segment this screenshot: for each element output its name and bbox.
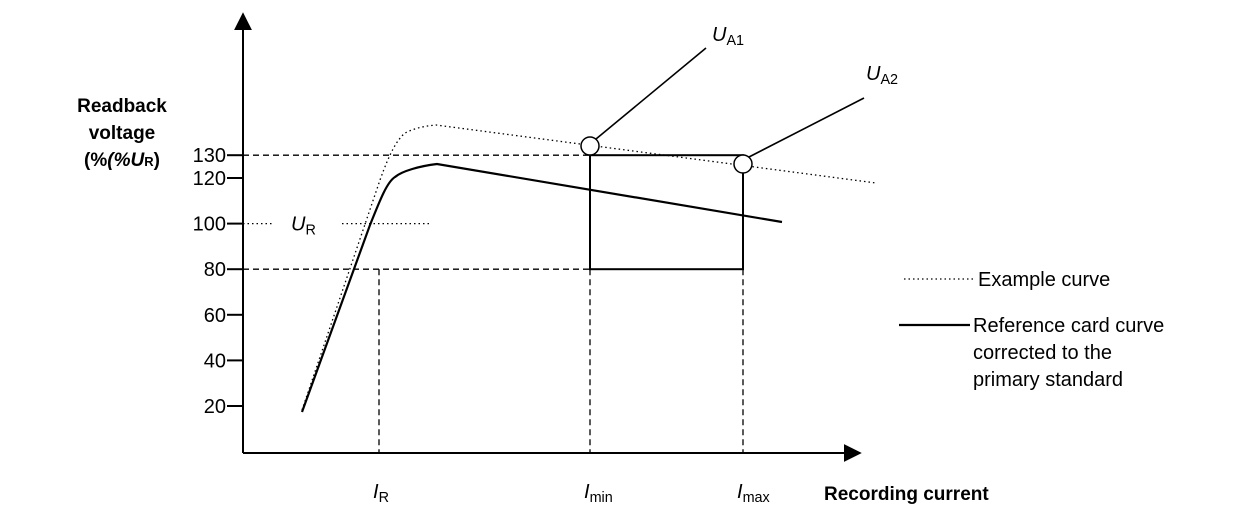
y-tick-label-40: 40 bbox=[204, 350, 226, 372]
annotation-label-A2: UA2 bbox=[866, 63, 898, 88]
y-tick-label-130: 130 bbox=[193, 145, 226, 167]
legend-text-0-0: Example curve bbox=[978, 269, 1110, 291]
legend-text-1-1: corrected to the bbox=[973, 342, 1112, 364]
legend-text-1-0: Reference card curve bbox=[973, 315, 1164, 337]
tolerance-window bbox=[589, 154, 744, 271]
x-marker-IR: IR bbox=[373, 481, 389, 506]
annotation-label-A1: UA1 bbox=[712, 24, 744, 49]
annotation-circle-A1 bbox=[580, 136, 600, 156]
y-axis-label-line3: (%(%UR) bbox=[84, 150, 160, 171]
annotation-leader-A1 bbox=[595, 47, 707, 140]
legend: Example curve Reference card curve correct… bbox=[899, 269, 1164, 391]
y-tick-label-100: 100 bbox=[193, 214, 226, 236]
tolerance-rect bbox=[589, 154, 744, 271]
y-axis-label-line1: Readback bbox=[77, 96, 167, 117]
y-tick-label-60: 60 bbox=[204, 305, 226, 327]
ur-label: UR bbox=[291, 214, 316, 239]
x-marker-Imax: Imax bbox=[737, 481, 771, 506]
annotation-circle-A2 bbox=[733, 154, 753, 174]
x-axis-label: Recording current bbox=[824, 484, 989, 505]
y-axis-label-line2: voltage bbox=[89, 123, 156, 144]
y-tick-label-120: 120 bbox=[193, 168, 226, 190]
annotation-leader-A2 bbox=[748, 97, 865, 158]
x-markers: IR Imin Imax bbox=[373, 481, 771, 506]
y-tick-label-20: 20 bbox=[204, 396, 226, 418]
y-tick-label-80: 80 bbox=[204, 259, 226, 281]
legend-text-1-2: primary standard bbox=[973, 369, 1123, 391]
x-marker-Imin: Imin bbox=[584, 481, 613, 506]
series-reference-card bbox=[300, 162, 783, 413]
guide-lines: UR bbox=[243, 154, 744, 453]
curves bbox=[300, 124, 877, 413]
annotations: UA1 UA2 bbox=[580, 24, 898, 174]
